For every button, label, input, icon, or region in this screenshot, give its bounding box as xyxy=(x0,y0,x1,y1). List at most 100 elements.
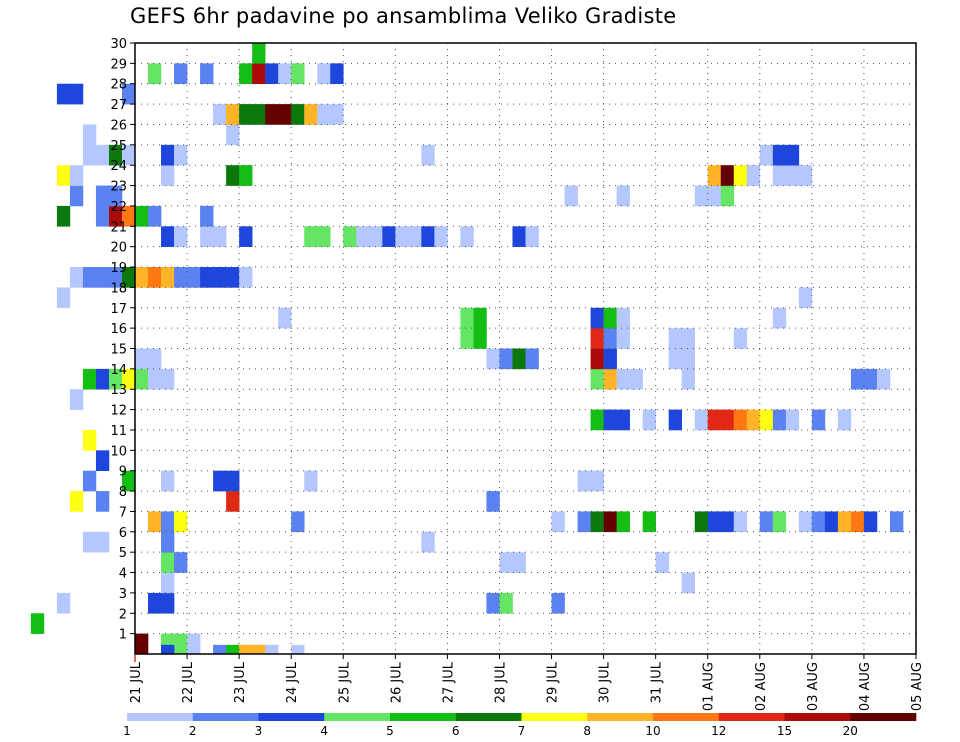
heatmap-cell xyxy=(590,511,604,533)
heatmap-cell xyxy=(460,226,474,247)
heatmap-cell xyxy=(486,348,500,370)
heatmap-cell xyxy=(135,348,149,370)
heatmap-cell xyxy=(121,83,136,105)
heatmap-cell xyxy=(265,644,279,655)
heatmap-cell xyxy=(720,511,735,533)
x-tick-label: 31 JUL xyxy=(650,661,665,703)
y-tick-label: 19 xyxy=(110,261,127,276)
heatmap-cell xyxy=(577,511,591,533)
heatmap-cell xyxy=(95,185,110,207)
heatmap-cell xyxy=(278,104,292,125)
x-tick-label: 03 AUG xyxy=(806,662,821,711)
heatmap-cell xyxy=(317,226,331,247)
y-tick-label: 3 xyxy=(119,587,127,602)
heatmap-cell xyxy=(226,491,240,512)
heatmap-cell xyxy=(161,368,175,390)
colorbar-label: 1 xyxy=(123,724,131,738)
heatmap-cell xyxy=(603,328,617,349)
heatmap-cell xyxy=(889,511,904,533)
heatmap-cell xyxy=(642,511,656,533)
heatmap-cell xyxy=(512,552,526,573)
y-tick-label: 28 xyxy=(110,78,127,93)
heatmap-cell xyxy=(121,368,136,390)
colorbar-swatch xyxy=(850,713,917,721)
heatmap-cell xyxy=(278,307,292,329)
y-tick-label: 12 xyxy=(110,404,127,419)
heatmap-cell xyxy=(95,450,110,471)
heatmap-cell xyxy=(616,185,630,207)
heatmap-cell xyxy=(69,267,84,288)
heatmap-cell xyxy=(121,144,136,166)
y-tick-label: 9 xyxy=(119,465,127,480)
heatmap-cell xyxy=(200,63,214,85)
x-tick-label: 02 AUG xyxy=(754,662,769,711)
heatmap-cell xyxy=(460,307,474,329)
heatmap-cell xyxy=(317,104,331,125)
heatmap-cell xyxy=(121,205,136,227)
colorbar-label: 20 xyxy=(843,724,858,738)
colorbar-label: 12 xyxy=(711,724,726,738)
x-tick-label: 30 JUL xyxy=(598,661,613,703)
heatmap-cell xyxy=(655,552,669,573)
y-tick-label: 26 xyxy=(110,118,127,133)
heatmap-cell xyxy=(551,511,565,533)
heatmap-cell xyxy=(473,307,487,329)
heatmap-cell xyxy=(174,63,188,85)
heatmap-cell xyxy=(785,409,800,431)
heatmap-cell xyxy=(798,165,813,186)
heatmap-cell xyxy=(69,185,84,207)
heatmap-cell xyxy=(811,511,826,533)
heatmap-cell xyxy=(148,267,162,288)
heatmap-cell xyxy=(798,287,813,309)
colorbar-swatch xyxy=(521,713,588,721)
heatmap-cell xyxy=(876,368,891,390)
y-tick-label: 6 xyxy=(119,526,127,541)
heatmap-cell xyxy=(121,267,136,288)
heatmap-cell xyxy=(421,144,435,166)
heatmap-cell xyxy=(135,205,149,227)
heatmap-cell xyxy=(603,348,617,370)
heatmap-cell xyxy=(226,644,240,655)
heatmap-cell xyxy=(291,104,305,125)
heatmap-cell xyxy=(95,368,110,390)
heatmap-cell xyxy=(759,144,774,166)
y-tick-label: 10 xyxy=(110,444,127,459)
y-tick-label: 2 xyxy=(119,607,127,622)
heatmap-cell xyxy=(694,185,709,207)
heatmap-cell xyxy=(200,226,214,247)
heatmap-cell xyxy=(239,104,253,125)
heatmap-cell xyxy=(772,165,787,186)
heatmap-cell xyxy=(56,592,71,614)
heatmap-cell xyxy=(603,511,617,533)
heatmap-cell xyxy=(629,368,643,390)
heatmap-cell xyxy=(590,348,604,370)
x-tick-label: 23 JUL xyxy=(233,661,248,703)
heatmap-cell xyxy=(733,409,748,431)
heatmap-cell xyxy=(330,63,344,85)
heatmap-cell xyxy=(525,348,539,370)
heatmap-cell xyxy=(772,409,787,431)
heatmap-cell xyxy=(108,368,123,390)
y-tick-label: 18 xyxy=(110,281,127,296)
colorbar-swatch xyxy=(127,713,194,721)
heatmap-cell xyxy=(239,226,253,247)
heatmap-cell xyxy=(161,470,175,492)
heatmap-cell xyxy=(863,511,878,533)
colorbar-swatch xyxy=(653,713,720,721)
heatmap-cell xyxy=(213,267,227,288)
heatmap-cell xyxy=(56,287,71,309)
colorbar-label: 6 xyxy=(452,724,460,738)
heatmap-cell xyxy=(174,511,188,533)
heatmap-cell xyxy=(108,144,123,166)
heatmap-cell xyxy=(642,409,656,431)
heatmap-cell xyxy=(772,144,787,166)
heatmap-cell xyxy=(161,267,175,288)
y-tick-label: 29 xyxy=(110,57,127,72)
heatmap-cell xyxy=(681,328,696,349)
heatmap-cell xyxy=(759,409,774,431)
heatmap-cell xyxy=(161,531,175,553)
heatmap-cell xyxy=(681,368,696,390)
heatmap-cell xyxy=(108,267,123,288)
heatmap-cell xyxy=(108,205,123,227)
